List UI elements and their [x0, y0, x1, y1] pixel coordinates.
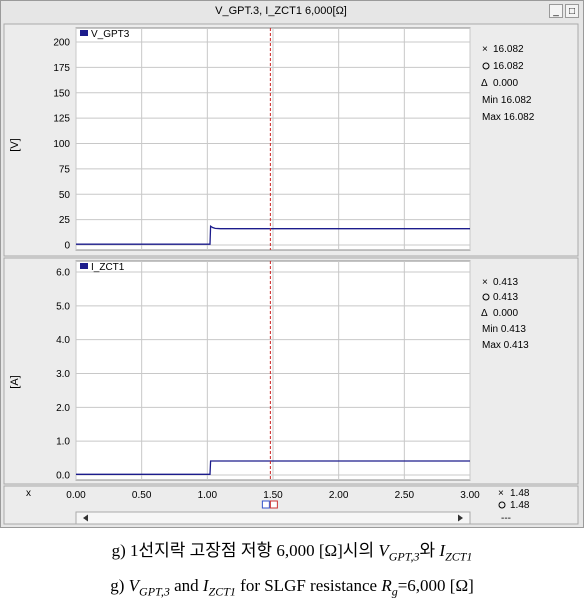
caption1-and: 와 [419, 541, 436, 560]
ylabel-voltage: [V] [9, 138, 21, 151]
readout-min-current: Min 0.413 [482, 324, 526, 335]
caption2-r-sub: g [391, 584, 398, 599]
xaxis-readout-o-mark [498, 501, 506, 509]
series-line-izct1 [76, 460, 470, 475]
caption2-v-sub: GPT,3 [139, 584, 170, 599]
ytick-label-current: 4.0 [56, 335, 70, 346]
readout-x-mark-voltage: × [482, 44, 488, 55]
caption1-i-sub: ZCT1 [445, 549, 473, 564]
legend-label-vgpt3: V_GPT3 [91, 29, 130, 40]
caption2-mid: for SLGF resistance [240, 576, 378, 595]
caption1-prefix: g) 1선지락 고장점 저항 6,000 [Ω]시의 [111, 541, 375, 560]
legend-label-izct1: I_ZCT1 [91, 262, 125, 273]
cursor-handle-o[interactable] [269, 500, 278, 509]
xtick-label: 2.50 [395, 490, 415, 501]
ytick-label-current: 5.0 [56, 301, 70, 312]
ylabel-current: [A] [9, 375, 21, 388]
xaxis-readout-x-value: 1.48 [510, 488, 530, 499]
caption2-r: R [381, 576, 392, 595]
readout-x-value-voltage: 16.082 [493, 44, 524, 55]
minimize-button[interactable]: _ [549, 4, 563, 18]
grid-current [75, 261, 471, 480]
readout-delta-mark-current: Δ [481, 308, 488, 319]
chart-svg: 200 175 150 125 100 75 50 25 0 6.0 5.0 4.0 3.0 2.0 1.… [3, 23, 579, 525]
caption2-i-sub: ZCT1 [208, 584, 236, 599]
caption-korean: g) 1선지락 고장점 저항 6,000 [Ω]시의 VGPT,3와 IZCT1 [0, 536, 584, 564]
legend-swatch-izct1 [80, 263, 88, 269]
window-title: V_GPT.3, I_ZCT1 6,000[Ω] [215, 5, 347, 17]
xaxis-readout-o-value: 1.48 [510, 500, 530, 511]
ytick-label-current: 3.0 [56, 369, 70, 380]
scroll-right-arrow-icon[interactable] [458, 514, 463, 522]
caption2-value: =6,000 [Ω] [397, 576, 474, 595]
readout-o-mark-current [482, 293, 490, 301]
ytick-label-voltage: 175 [53, 63, 70, 74]
ytick-label-current: 0.0 [56, 471, 70, 482]
xtick-label: 1.00 [198, 490, 218, 501]
readout-max-voltage: Max 16.082 [482, 112, 535, 123]
ytick-label-voltage: 0 [64, 241, 70, 252]
xtick-label: 2.00 [329, 490, 349, 501]
xaxis-ticks: 0.00 0.50 1.00 1.50 2.00 2.50 3.00 [66, 490, 480, 501]
caption2-and: and [174, 576, 199, 595]
readout-o-value-voltage: 16.082 [493, 61, 524, 72]
caption2-i: I [202, 576, 209, 595]
restore-button[interactable]: □ [565, 4, 579, 18]
caption-english: g) VGPT,3 and IZCT1 for SLGF resistance … [0, 576, 584, 599]
ytick-label-voltage: 100 [53, 139, 70, 150]
readout-x-mark-current: × [482, 277, 488, 288]
readout-delta-value-voltage: 0.000 [493, 78, 518, 89]
readout-min-voltage: Min 16.082 [482, 95, 532, 106]
xaxis-readout-delta: --- [501, 513, 511, 524]
xtick-label: 1.50 [263, 490, 283, 501]
xtick-label: 0.00 [66, 490, 86, 501]
horizontal-scrollbar[interactable] [75, 511, 471, 525]
legend-swatch-vgpt3 [80, 30, 88, 36]
cursor-handle-x[interactable] [261, 500, 270, 509]
xaxis-label: x [26, 488, 31, 499]
caption1-v-sub: GPT,3 [388, 549, 420, 564]
caption2-prefix: g) [110, 576, 125, 595]
ytick-label-voltage: 25 [59, 215, 71, 226]
caption2-v: V [128, 576, 140, 595]
readout-x-value-current: 0.413 [493, 277, 518, 288]
yticks-voltage: 200 175 150 125 100 75 50 25 0 [53, 38, 70, 252]
readout-o-value-current: 0.413 [493, 292, 518, 303]
ytick-label-voltage: 125 [53, 114, 70, 125]
ytick-label-voltage: 50 [59, 190, 71, 201]
readout-delta-value-current: 0.000 [493, 308, 518, 319]
ytick-label-voltage: 75 [59, 164, 71, 175]
ytick-label-voltage: 150 [53, 88, 70, 99]
series-line-vgpt3 [76, 225, 470, 245]
yticks-current: 6.0 5.0 4.0 3.0 2.0 1.0 0.0 [56, 268, 70, 482]
scroll-left-arrow-icon[interactable] [83, 514, 88, 522]
ytick-label-voltage: 200 [53, 38, 70, 49]
readout-o-mark-voltage [482, 62, 490, 70]
caption1-i: I [439, 541, 446, 560]
ytick-label-current: 2.0 [56, 403, 70, 414]
readout-max-current: Max 0.413 [482, 340, 529, 351]
caption1-v: V [378, 541, 389, 560]
grid-voltage [75, 28, 471, 250]
readout-delta-mark-voltage: Δ [481, 78, 488, 89]
xtick-label: 3.00 [460, 490, 480, 501]
ytick-label-current: 6.0 [56, 268, 70, 279]
ytick-label-current: 1.0 [56, 437, 70, 448]
xtick-label: 0.50 [132, 490, 152, 501]
xaxis-readout-x-mark: × [498, 488, 504, 499]
